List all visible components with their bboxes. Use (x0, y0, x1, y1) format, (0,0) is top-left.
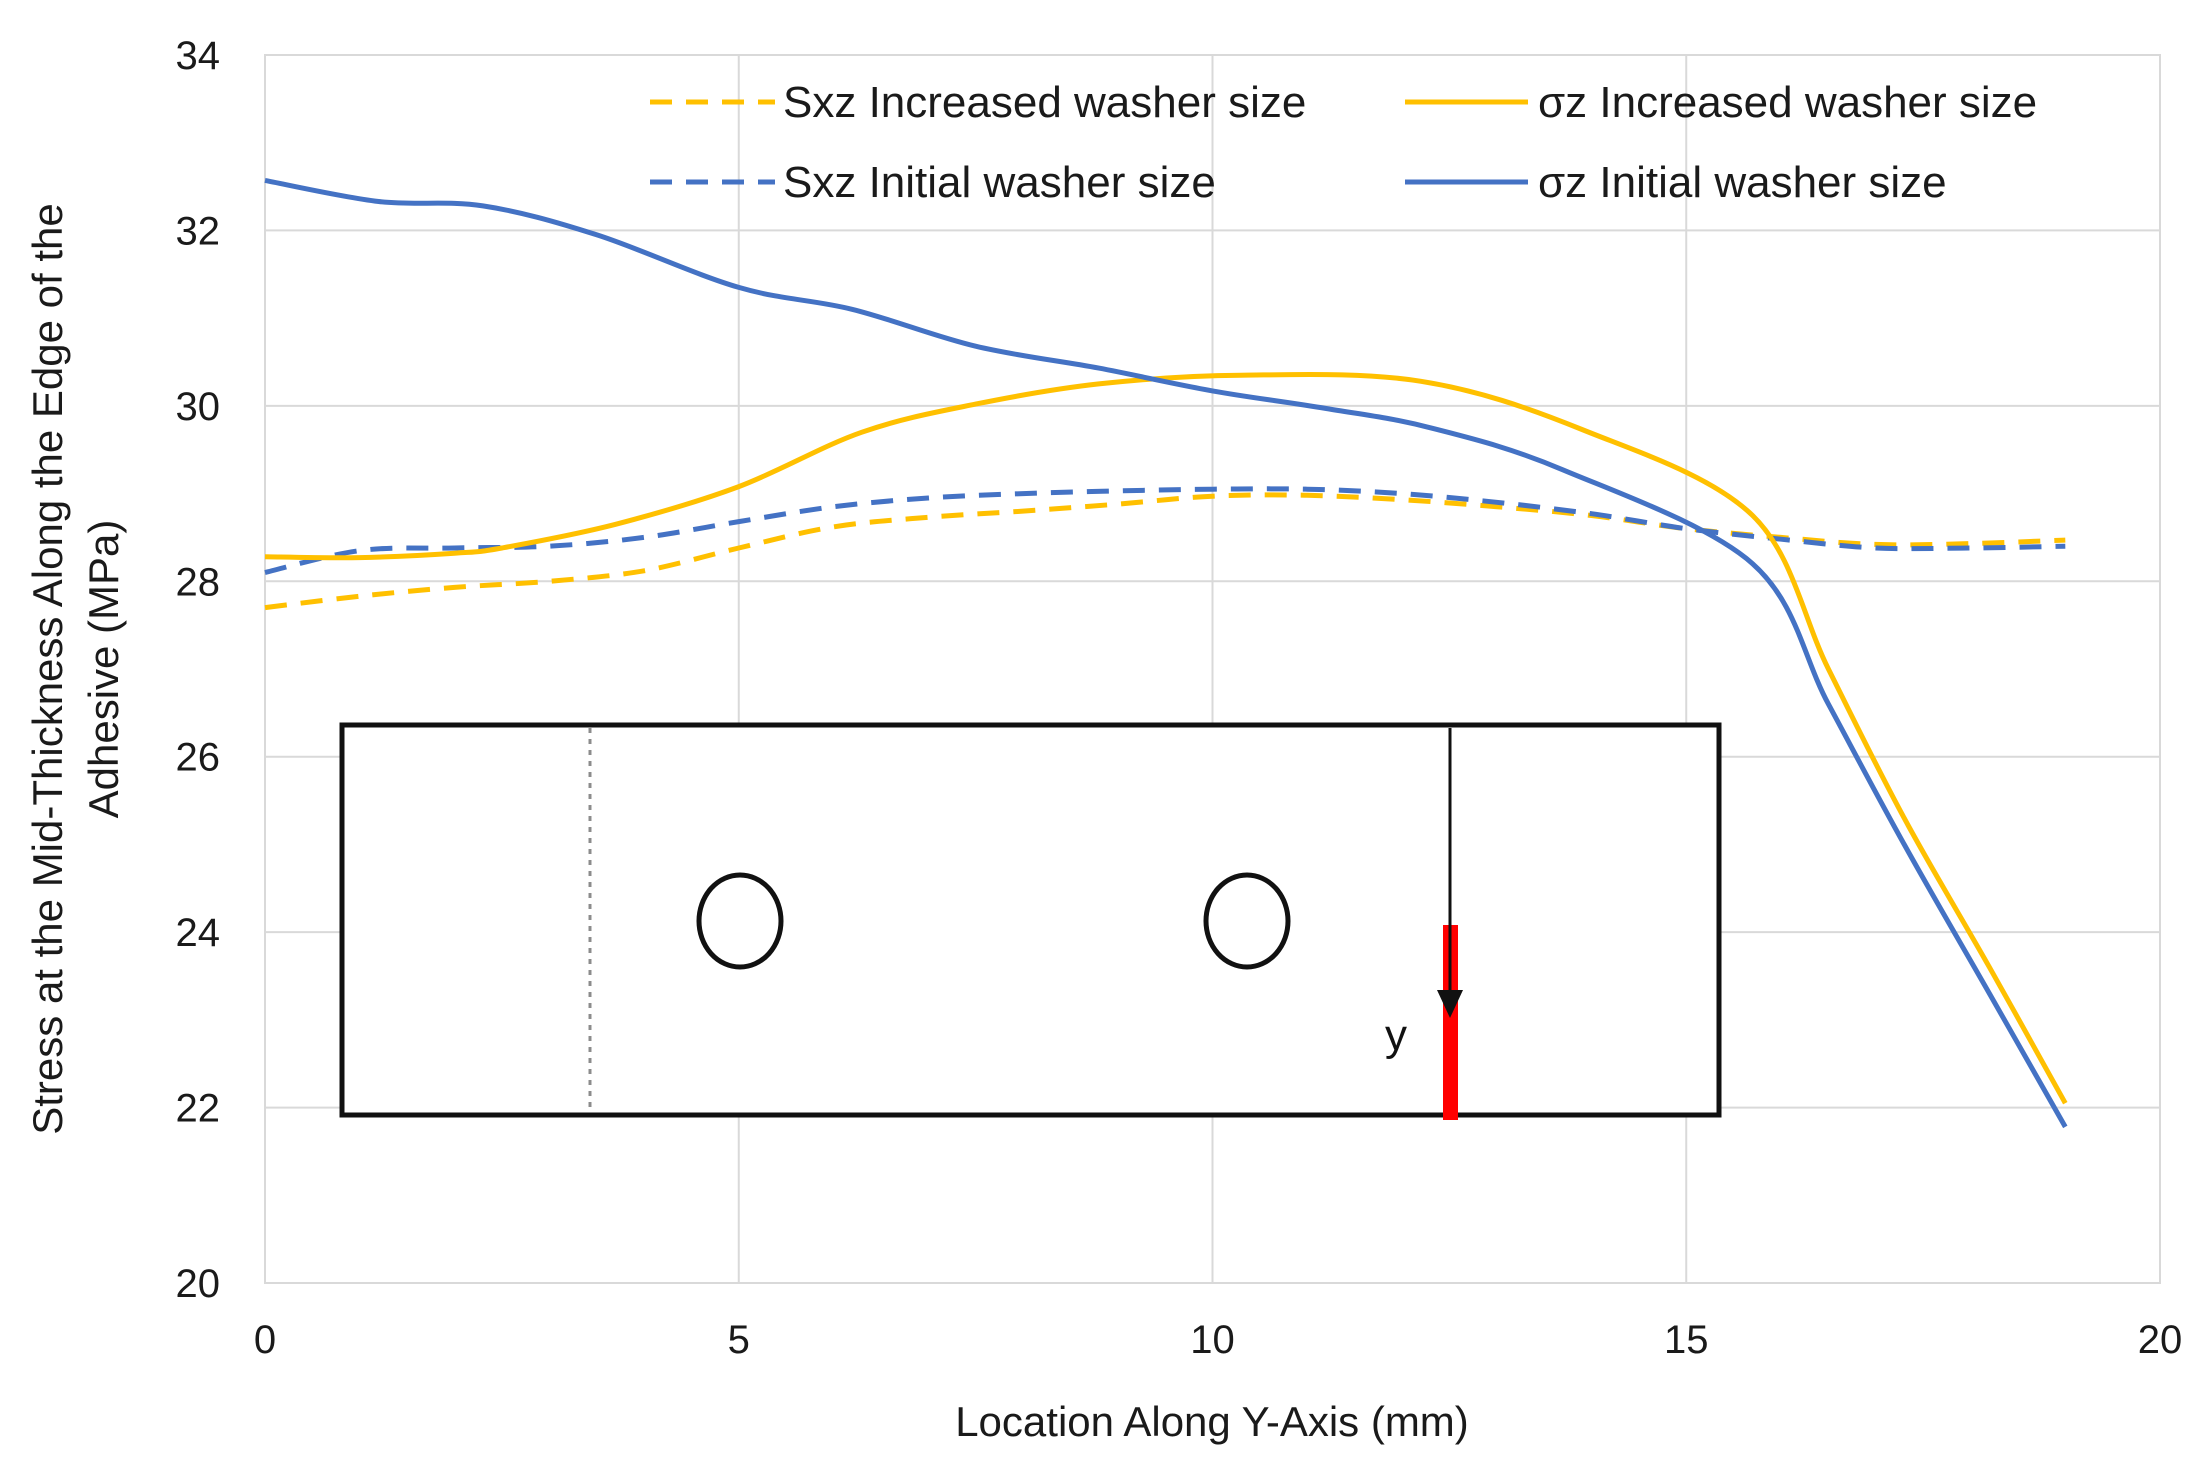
y-tick-label-28: 28 (176, 560, 221, 604)
y-tick-label-20: 20 (176, 1262, 221, 1306)
y-axis-arrow-head (1437, 990, 1463, 1018)
y-tick-label-26: 26 (176, 736, 221, 780)
x-tick-label-20: 20 (2138, 1318, 2183, 1362)
legend-label-sz-increased: σz Increased washer size (1538, 78, 2037, 127)
specimen-plate-outline (339, 722, 1722, 1118)
x-tick-label-5: 5 (728, 1318, 750, 1362)
x-tick-label-10: 10 (1190, 1318, 1235, 1362)
legend-label-sz-initial: σz Initial washer size (1538, 158, 1947, 207)
y-tick-label-24: 24 (176, 911, 221, 955)
x-tick-label-0: 0 (254, 1318, 276, 1362)
legend-label-sxz-increased: Sxz Increased washer size (783, 78, 1306, 127)
plot-area-frame (264, 54, 2161, 1284)
bolt-hole-right (1203, 872, 1291, 970)
x-axis-title: Location Along Y-Axis (mm) (955, 1398, 1469, 1445)
series-sz-increased-line (264, 372, 2068, 1105)
series-layer (264, 177, 2068, 1129)
y-tick-label-22: 22 (176, 1087, 221, 1131)
y-axis-title-line2: Adhesive (MPa) (80, 520, 127, 819)
x-tick-label-15: 15 (1664, 1318, 1709, 1362)
y-axis-title-group: Stress at the Mid-Thickness Along the Ed… (24, 203, 127, 1135)
stress-path-red-line (1443, 925, 1458, 1120)
y-axis-title-line1: Stress at the Mid-Thickness Along the Ed… (24, 203, 71, 1135)
y-tick-label-32: 32 (176, 209, 221, 253)
y-tick-label-34: 34 (176, 34, 221, 78)
legend: Sxz Increased washer size Sxz Initial wa… (650, 78, 2037, 207)
inset-y-label: y (1385, 1011, 1407, 1060)
bolt-hole-left (696, 872, 784, 970)
series-sz-initial-line (264, 177, 2068, 1129)
y-tick-label-30: 30 (176, 385, 221, 429)
specimen-inset-diagram: y (339, 722, 1722, 1120)
legend-label-sxz-initial: Sxz Initial washer size (783, 158, 1216, 207)
tick-labels: 20 22 24 26 28 30 32 34 0 5 10 15 20 (176, 34, 2183, 1362)
